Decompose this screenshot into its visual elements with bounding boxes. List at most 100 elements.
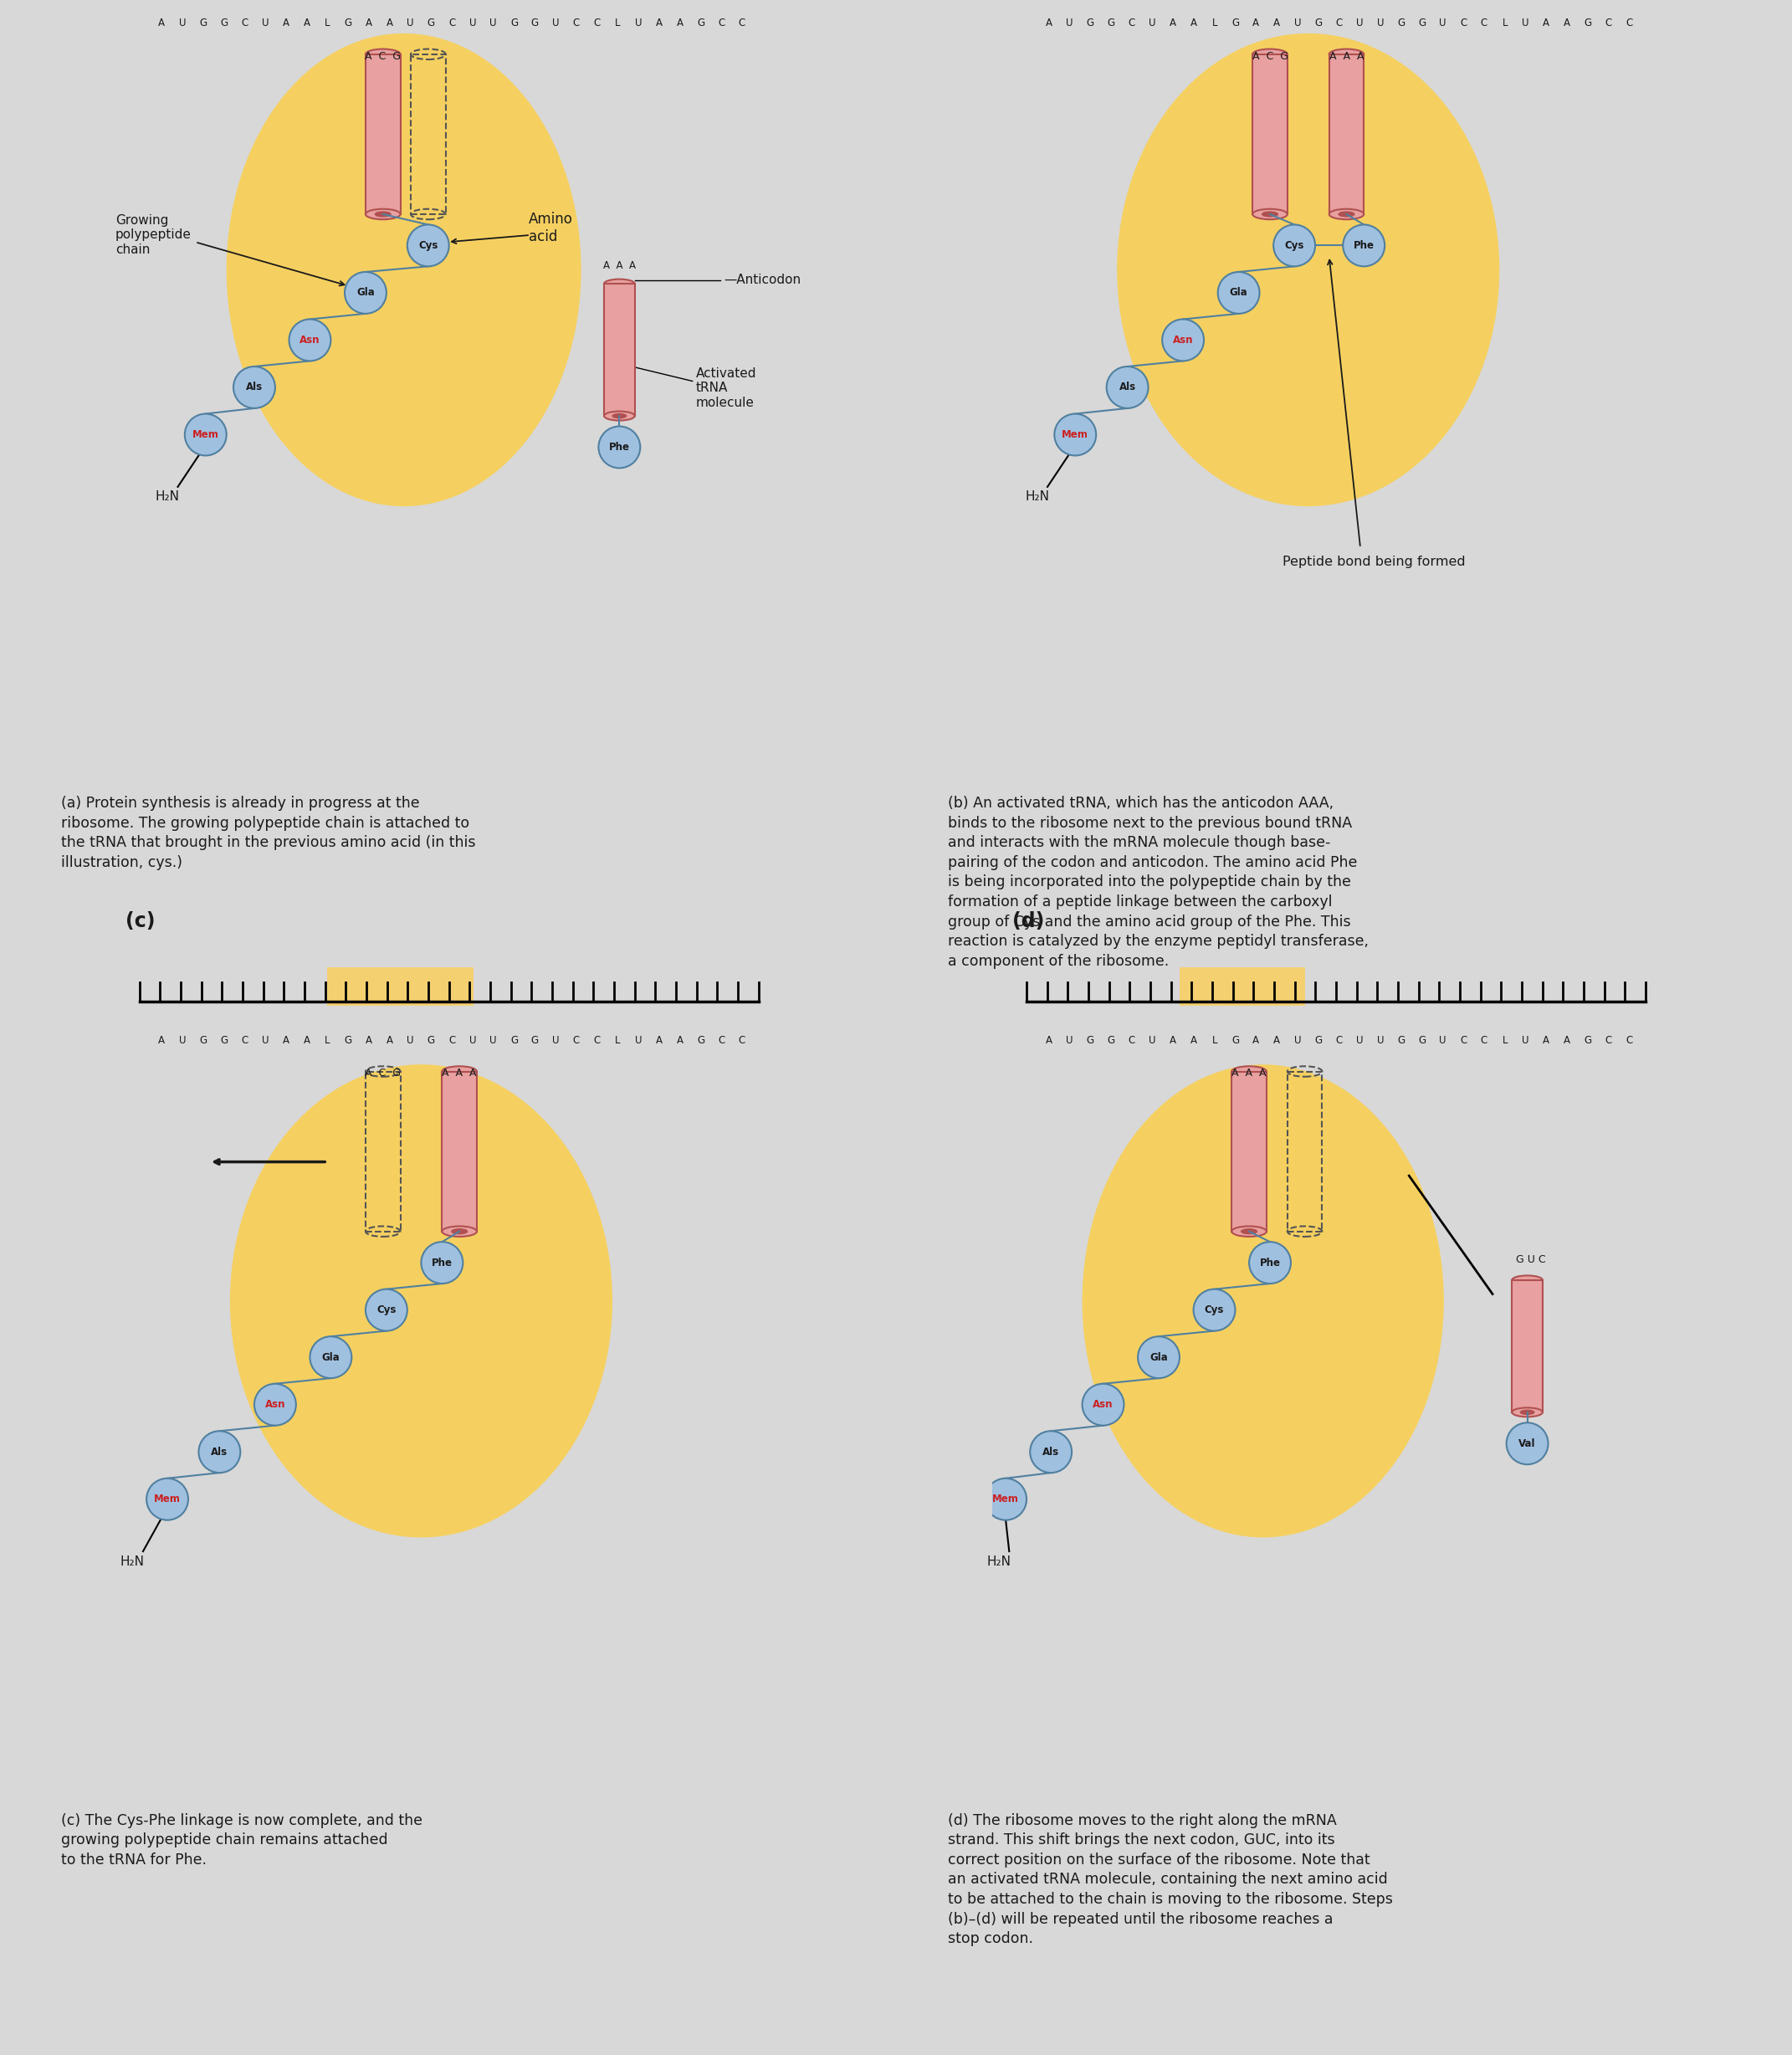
Text: Mem: Mem <box>1063 429 1088 440</box>
Circle shape <box>1249 1241 1290 1284</box>
Circle shape <box>421 1241 462 1284</box>
Text: A: A <box>366 1036 373 1046</box>
Text: A: A <box>387 18 392 29</box>
Ellipse shape <box>1231 1227 1267 1237</box>
Text: A: A <box>158 18 165 29</box>
Text: L: L <box>324 18 330 29</box>
Ellipse shape <box>1082 1064 1444 1537</box>
Text: C: C <box>1606 1036 1611 1046</box>
Text: —Anticodon: —Anticodon <box>724 273 801 286</box>
Text: A: A <box>283 1036 290 1046</box>
Text: Gla: Gla <box>323 1352 340 1362</box>
Text: Als: Als <box>211 1447 228 1457</box>
Text: A  A  A: A A A <box>604 261 636 271</box>
Text: Als: Als <box>1043 1447 1059 1457</box>
Text: L: L <box>1211 18 1217 29</box>
Ellipse shape <box>613 413 625 417</box>
Text: U: U <box>1521 1036 1529 1046</box>
Text: H₂N: H₂N <box>156 491 179 503</box>
Text: Als: Als <box>1118 382 1136 393</box>
Text: U: U <box>407 1036 414 1046</box>
Text: U: U <box>262 18 269 29</box>
Ellipse shape <box>366 49 400 60</box>
Text: (a) Protein synthesis is already in progress at the
ribosome. The growing polype: (a) Protein synthesis is already in prog… <box>61 795 475 869</box>
Circle shape <box>1054 413 1097 456</box>
Text: A: A <box>677 1036 683 1046</box>
Text: G: G <box>530 18 539 29</box>
Circle shape <box>1193 1288 1235 1332</box>
Ellipse shape <box>375 212 391 216</box>
Circle shape <box>185 413 226 456</box>
Bar <box>366 53 400 214</box>
Text: G: G <box>220 1036 228 1046</box>
Text: A: A <box>1045 1036 1052 1046</box>
Text: U: U <box>1066 1036 1073 1046</box>
Text: C: C <box>242 1036 247 1046</box>
Text: A: A <box>303 1036 310 1046</box>
Text: L: L <box>615 1036 620 1046</box>
Text: C: C <box>1625 18 1633 29</box>
Bar <box>366 1071 400 1231</box>
Text: G: G <box>1086 18 1095 29</box>
Circle shape <box>1342 224 1385 267</box>
Bar <box>1512 1280 1543 1412</box>
Text: U: U <box>634 1036 642 1046</box>
Text: G: G <box>426 1036 435 1046</box>
Circle shape <box>1507 1422 1548 1465</box>
Text: U: U <box>1294 1036 1301 1046</box>
Text: G: G <box>1107 1036 1115 1046</box>
Circle shape <box>986 1478 1027 1521</box>
Text: A  C  G: A C G <box>1253 51 1288 62</box>
Ellipse shape <box>604 411 634 421</box>
Text: A: A <box>366 18 373 29</box>
Text: C: C <box>1625 1036 1633 1046</box>
Text: A: A <box>1253 1036 1260 1046</box>
Text: Gla: Gla <box>1229 288 1247 298</box>
Text: (b) An activated tRNA, which has the anticodon AAA,
binds to the ribosome next t: (b) An activated tRNA, which has the ant… <box>948 795 1369 968</box>
Bar <box>604 284 634 415</box>
Circle shape <box>599 425 640 469</box>
Text: C: C <box>1335 18 1342 29</box>
Text: Growing
polypeptide
chain: Growing polypeptide chain <box>115 214 192 257</box>
Circle shape <box>1030 1430 1072 1473</box>
Text: Als: Als <box>246 382 263 393</box>
Text: Asn: Asn <box>299 335 321 345</box>
Text: C: C <box>242 18 247 29</box>
Text: G: G <box>199 1036 208 1046</box>
Ellipse shape <box>229 1064 613 1537</box>
Text: Asn: Asn <box>1172 335 1193 345</box>
Text: G: G <box>1584 18 1591 29</box>
Text: C: C <box>593 1036 600 1046</box>
Text: Peptide bond being formed: Peptide bond being formed <box>1283 555 1466 569</box>
Text: A: A <box>1564 1036 1570 1046</box>
Ellipse shape <box>443 1067 477 1077</box>
Bar <box>443 1071 477 1231</box>
Circle shape <box>1274 224 1315 267</box>
Text: L: L <box>324 1036 330 1046</box>
Ellipse shape <box>226 33 581 506</box>
Ellipse shape <box>1262 212 1278 216</box>
Circle shape <box>366 1288 407 1332</box>
Ellipse shape <box>1512 1276 1543 1284</box>
Text: U: U <box>1376 1036 1383 1046</box>
Circle shape <box>310 1336 351 1379</box>
Text: U: U <box>1294 18 1301 29</box>
Text: A: A <box>303 18 310 29</box>
Text: A: A <box>1190 18 1197 29</box>
Bar <box>410 53 446 214</box>
Circle shape <box>254 1383 296 1426</box>
Circle shape <box>233 366 276 409</box>
Text: U: U <box>1149 1036 1156 1046</box>
Text: G: G <box>511 18 518 29</box>
Text: U: U <box>1066 18 1073 29</box>
Ellipse shape <box>1339 212 1355 216</box>
Text: A: A <box>387 1036 392 1046</box>
Text: Cys: Cys <box>376 1305 396 1315</box>
Text: G: G <box>1107 18 1115 29</box>
Ellipse shape <box>604 279 634 288</box>
Text: C: C <box>1129 1036 1134 1046</box>
Text: G: G <box>511 1036 518 1046</box>
Text: L: L <box>1502 1036 1507 1046</box>
Text: G: G <box>530 1036 539 1046</box>
Text: C: C <box>1460 1036 1468 1046</box>
